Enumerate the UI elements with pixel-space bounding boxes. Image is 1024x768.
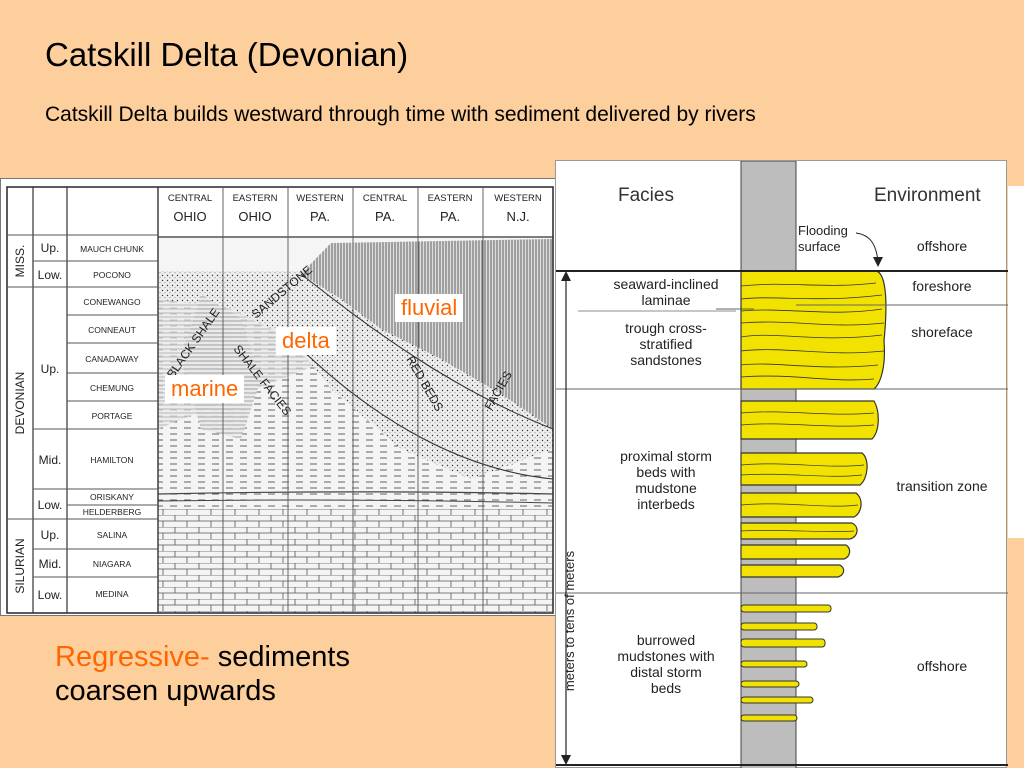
series-miss-low: Low.: [38, 268, 63, 282]
col-header-4-bottom: PA.: [375, 209, 395, 224]
bottom-caption: Regressive- sediments coarsen upwards: [55, 640, 350, 708]
slide-subtitle: Catskill Delta builds westward through t…: [45, 103, 756, 126]
caption-line2: coarsen upwards: [55, 675, 276, 707]
formation-salina: SALINA: [97, 530, 128, 540]
col-header-1-top: CENTRAL: [168, 193, 212, 204]
stratigraphic-column-figure: Facies Environment: [555, 160, 1008, 768]
slide-title: Catskill Delta (Devonian): [45, 36, 409, 73]
facies-4-line4: beds: [651, 680, 681, 696]
env-shoreface: shoreface: [911, 324, 973, 340]
facies-2-line1: trough cross-: [625, 320, 707, 336]
flooding-label-line1: Flooding: [798, 223, 848, 238]
label-fluvial: fluvial: [395, 294, 464, 322]
col-header-6-top: WESTERN: [494, 193, 542, 204]
caption-regressive: Regressive-: [55, 641, 210, 673]
flooding-label-line2: surface: [798, 239, 841, 254]
formation-oriskany: ORISKANY: [90, 492, 134, 502]
axis-label: meters to tens of meters: [562, 550, 577, 691]
system-devonian: DEVONIAN: [13, 372, 27, 435]
formation-helderberg: HELDERBERG: [83, 507, 142, 517]
col-header-5-bottom: PA.: [440, 209, 460, 224]
series-sil-low: Low.: [38, 588, 63, 602]
series-miss-up: Up.: [41, 241, 60, 255]
series-sil-mid: Mid.: [39, 557, 62, 571]
col-header-1-bottom: OHIO: [173, 209, 206, 224]
formation-canadaway: CANADAWAY: [85, 354, 139, 364]
facies-3-line2: beds with: [636, 464, 695, 480]
formation-portage: PORTAGE: [92, 411, 133, 421]
env-transition-zone: transition zone: [896, 478, 987, 494]
facies-4-line1: burrowed: [637, 632, 695, 648]
formation-hamilton: HAMILTON: [90, 455, 133, 465]
label-marine: marine: [165, 375, 245, 403]
facies-3-line1: proximal storm: [620, 448, 712, 464]
formation-chemung: CHEMUNG: [90, 383, 134, 393]
system-miss: MISS.: [13, 245, 27, 278]
series-dev-up: Up.: [41, 362, 60, 376]
col-header-4-top: CENTRAL: [363, 193, 407, 204]
system-silurian: SILURIAN: [13, 538, 27, 593]
env-offshore-top: offshore: [917, 238, 968, 254]
col-header-2-bottom: OHIO: [238, 209, 271, 224]
col-header-5-top: EASTERN: [428, 193, 473, 204]
label-delta: delta: [276, 327, 336, 355]
header-environment: Environment: [874, 185, 981, 206]
facies-3-line3: mudstone: [635, 480, 697, 496]
facies-4-line2: mudstones with: [617, 648, 714, 664]
caption-line1-rest: sediments: [209, 641, 350, 673]
formation-medina: MEDINA: [95, 589, 128, 599]
formation-conewango: CONEWANGO: [83, 297, 141, 307]
col-header-6-bottom: N.J.: [506, 209, 529, 224]
header-facies: Facies: [618, 185, 674, 206]
series-dev-low: Low.: [38, 498, 63, 512]
formation-pocono: POCONO: [93, 270, 131, 280]
env-foreshore: foreshore: [912, 278, 971, 294]
facies-2-line2: stratified: [640, 336, 693, 352]
cross-section-figure: BLACK SHALE SHALE FACIES SANDSTONE RED B…: [0, 178, 556, 616]
formation-niagara: NIAGARA: [93, 559, 132, 569]
env-offshore-bottom: offshore: [917, 658, 968, 674]
col-header-3-bottom: PA.: [310, 209, 330, 224]
facies-2-line3: sandstones: [630, 352, 702, 368]
facies-3-line4: interbeds: [637, 496, 695, 512]
figure-edge-strip: [1008, 186, 1024, 538]
formation-conneaut: CONNEAUT: [88, 325, 136, 335]
facies-4-line3: distal storm: [630, 664, 702, 680]
facies-1-line1: seaward-inclined: [613, 276, 718, 292]
facies-1-line2: laminae: [641, 292, 690, 308]
col-header-2-top: EASTERN: [233, 193, 278, 204]
formation-mauch-chunk: MAUCH CHUNK: [80, 244, 144, 254]
col-header-3-top: WESTERN: [296, 193, 344, 204]
series-dev-mid: Mid.: [39, 453, 62, 467]
series-sil-up: Up.: [41, 528, 60, 542]
